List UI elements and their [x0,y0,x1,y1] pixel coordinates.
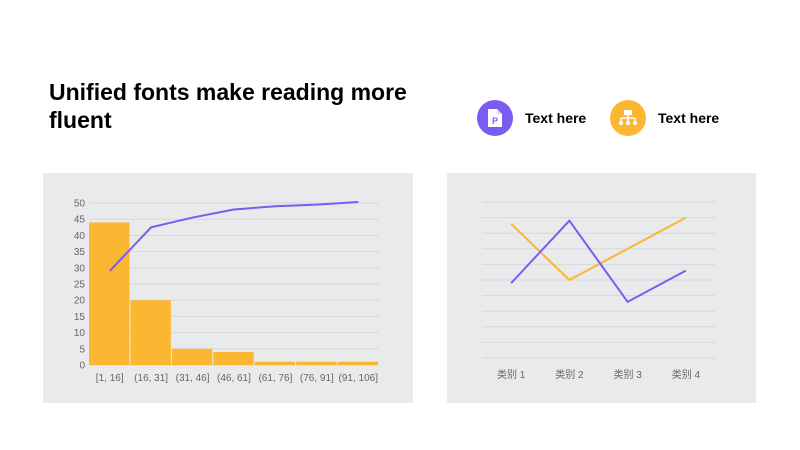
x-tick-label: (76, 91] [300,373,334,384]
y-tick-label: 0 [79,361,85,372]
svg-text:P: P [492,116,498,126]
bar [296,361,337,365]
y-tick-label: 20 [74,296,86,307]
y-tick-label: 40 [74,231,86,242]
bar [171,348,213,365]
org-chart-icon-circle [610,100,646,136]
y-tick-label: 25 [74,280,86,291]
document-p-icon: P [488,109,502,127]
x-tick-label: (16, 31] [134,373,168,384]
x-tick-label: 类别 1 [497,368,526,381]
y-tick-label: 10 [74,328,86,339]
y-tick-label: 30 [74,263,86,274]
y-tick-label: 50 [74,199,86,210]
badge-org-chart: Text here [610,100,719,136]
document-icon-circle: P [477,100,513,136]
x-tick-label: 类别 4 [672,368,701,381]
badge-document: P Text here [477,100,586,136]
line-chart-panel: 类别 1 类别 2 类别 3 类别 4 [447,173,756,403]
badge-label-2: Text here [658,110,720,126]
pareto-chart: 0 5 10 15 20 25 30 35 40 45 50 [1, 16] (16, 31] (31, … [74,199,379,384]
x-tick-label: (61, 76] [258,373,292,384]
bar [89,222,130,365]
bar [130,300,171,365]
bar [213,352,254,365]
bar [254,361,296,365]
x-tick-label: (91, 106] [339,373,379,384]
pareto-chart-panel: 0 5 10 15 20 25 30 35 40 45 50 [1, 16] (16, 31] (31, … [43,173,413,403]
series-line [510,219,687,304]
y-tick-label: 35 [74,247,86,258]
x-tick-label: (31, 46] [176,373,210,384]
y-tick-label: 15 [74,312,86,323]
y-tick-label: 5 [79,344,85,355]
cumulative-line [108,201,359,272]
slide-title: Unified fonts make reading more fluent [49,79,407,133]
badge-label-1: Text here [525,110,587,126]
x-tick-label: (46, 61] [217,373,251,384]
x-tick-label: 类别 2 [555,368,584,381]
y-tick-label: 45 [74,215,86,226]
org-chart-icon [618,110,638,126]
x-tick-label: [1, 16] [96,373,124,384]
line-chart: 类别 1 类别 2 类别 3 类别 4 [482,201,715,381]
bar [337,361,378,365]
x-tick-label: 类别 3 [613,368,642,381]
